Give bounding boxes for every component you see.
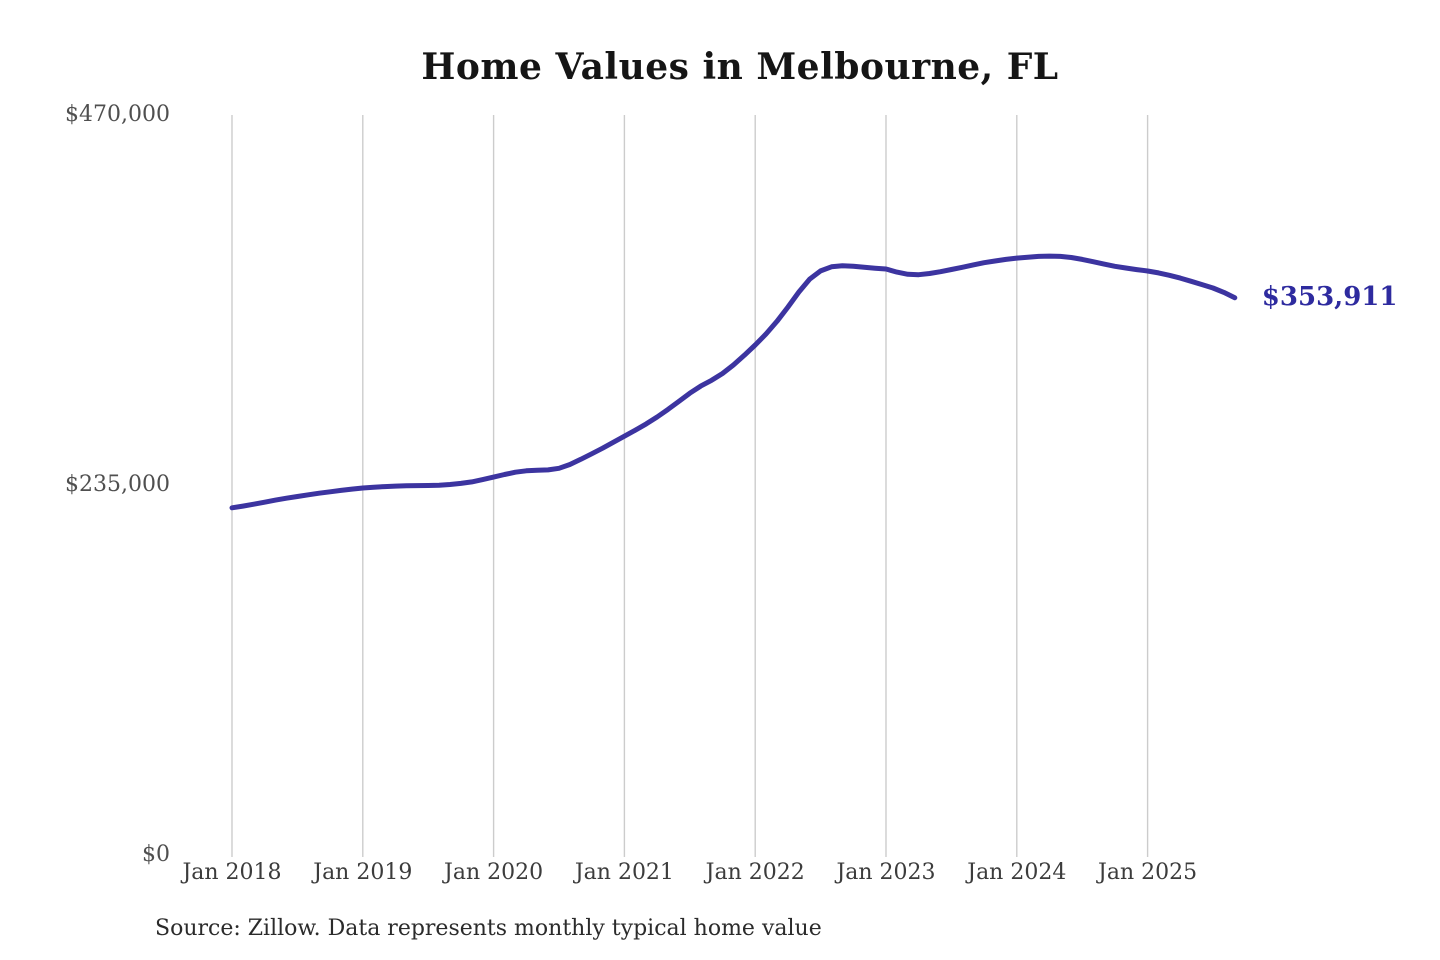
y-axis-tick-label: $0 xyxy=(142,842,170,867)
x-axis-tick-label: Jan 2018 xyxy=(182,860,282,885)
y-axis-tick-label: $235,000 xyxy=(65,472,170,497)
source-note: Source: Zillow. Data represents monthly … xyxy=(155,916,822,941)
last-value-label: $353,911 xyxy=(1261,281,1398,312)
x-axis-tick-label: Jan 2025 xyxy=(1098,860,1198,885)
y-axis-tick-label: $470,000 xyxy=(65,102,170,127)
x-axis-tick-label: Jan 2023 xyxy=(836,860,936,885)
x-axis-tick-label: Jan 2022 xyxy=(705,860,805,885)
home-value-line xyxy=(229,253,1238,511)
x-axis-tick-label: Jan 2020 xyxy=(444,860,544,885)
x-axis-tick-label: Jan 2024 xyxy=(967,860,1067,885)
chart-title: Home Values in Melbourne, FL xyxy=(421,46,1059,88)
x-axis-tick-label: Jan 2021 xyxy=(574,860,674,885)
x-axis-tick-label: Jan 2019 xyxy=(313,860,413,885)
